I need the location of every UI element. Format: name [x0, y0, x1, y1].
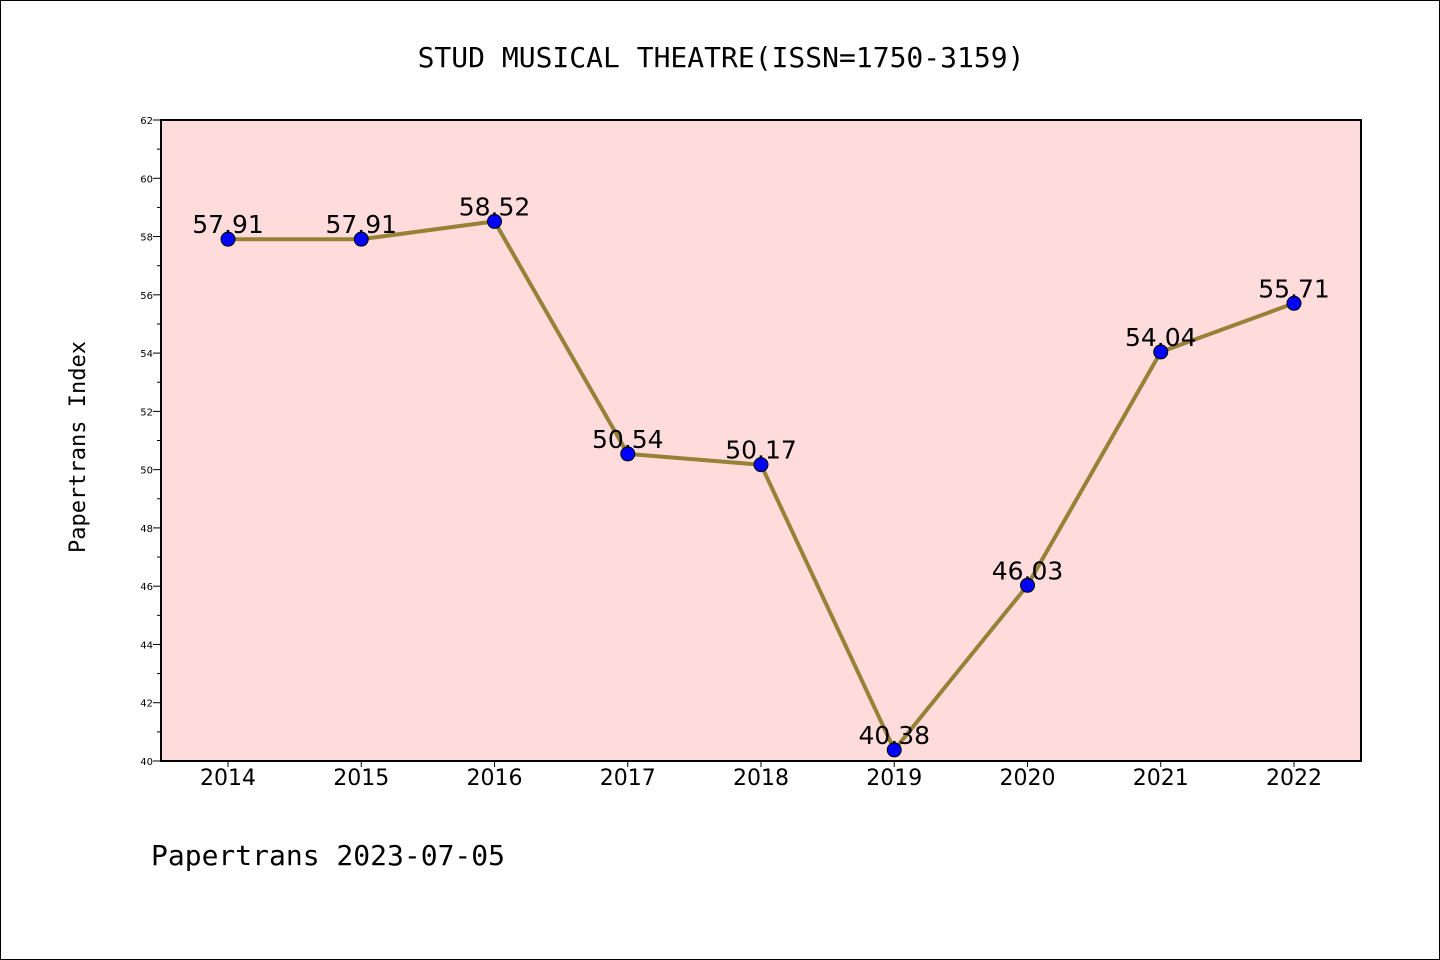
data-label: 58.52	[459, 192, 531, 221]
x-tick-label: 2017	[600, 766, 656, 791]
data-point	[1153, 344, 1169, 360]
data-point	[620, 446, 636, 462]
y-tick-label: 62	[140, 116, 153, 127]
data-label: 54.04	[1125, 323, 1197, 352]
y-tick-label: 56	[140, 291, 153, 302]
y-axis: 40 42 44 46 48 50 52 54 56 58 60 62	[140, 116, 161, 768]
x-tick-label: 2019	[866, 766, 922, 791]
plot-area	[161, 120, 1361, 761]
data-point	[886, 742, 902, 758]
data-label: 46.03	[992, 556, 1064, 585]
data-label: 50.17	[725, 436, 797, 465]
data-label: 57.91	[325, 210, 397, 239]
data-point	[753, 457, 769, 473]
y-tick-label: 52	[140, 407, 153, 418]
x-tick-label: 2020	[1000, 766, 1056, 791]
x-axis: 2014 2015 2016 2017 2018 2019 2020 2021 2022	[200, 761, 1322, 791]
data-label: 57.91	[192, 210, 264, 239]
chart-title: STUD MUSICAL THEATRE(ISSN=1750-3159)	[418, 41, 1025, 74]
y-tick-label: 42	[140, 699, 153, 710]
y-tick-label: 60	[140, 174, 153, 185]
y-tick-label: 44	[140, 640, 153, 651]
x-tick-label: 2022	[1266, 766, 1322, 791]
x-tick-label: 2015	[333, 766, 389, 791]
data-point	[1020, 577, 1035, 593]
data-label: 50.54	[592, 425, 664, 454]
y-axis-label: Papertrans Index	[66, 341, 91, 553]
x-tick-label: 2016	[467, 766, 523, 791]
y-tick-label: 50	[140, 466, 153, 477]
data-label: 55.71	[1258, 274, 1330, 303]
y-tick-label: 58	[140, 233, 153, 244]
x-tick-label: 2014	[200, 766, 256, 791]
y-tick-label: 40	[140, 757, 153, 768]
y-tick-label: 48	[140, 524, 153, 535]
data-labels: 57.91 57.91 58.52 50.54 50.17 40.38 46.03 54.04…	[192, 192, 1330, 750]
data-label: 40.38	[858, 721, 930, 750]
y-tick-label: 46	[140, 582, 153, 593]
x-tick-label: 2018	[733, 766, 789, 791]
data-point	[220, 231, 236, 247]
footer-text: Papertrans 2023-07-05	[151, 839, 505, 872]
data-point	[1286, 295, 1302, 311]
data-point	[487, 213, 502, 229]
plot-border	[160, 119, 1362, 762]
x-tick-label: 2021	[1133, 766, 1189, 791]
y-tick-label: 54	[140, 349, 153, 360]
data-point	[353, 231, 369, 247]
data-points	[220, 213, 1302, 758]
